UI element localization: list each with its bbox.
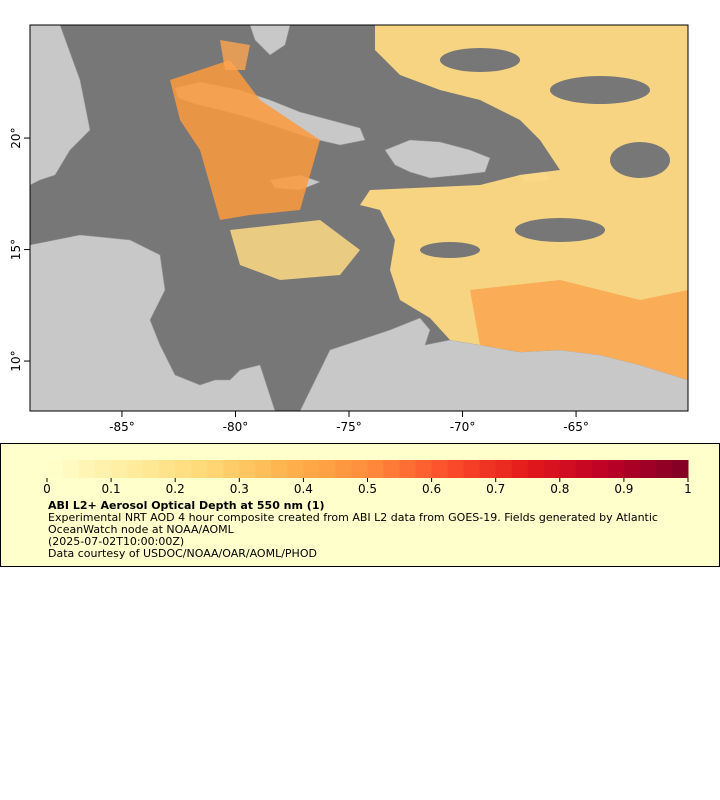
legend-title: ABI L2+ Aerosol Optical Depth at 550 nm … — [48, 499, 325, 512]
legend-text: ABI L2+ Aerosol Optical Depth at 550 nm … — [48, 500, 688, 560]
colorbar-cell — [63, 460, 80, 478]
colorbar-cell — [95, 460, 112, 478]
aerosol-field — [170, 25, 688, 380]
colorbar-cell — [303, 460, 320, 478]
colorbar-cell — [287, 460, 304, 478]
colorbar-cell — [383, 460, 401, 478]
colorbar-cell — [79, 460, 96, 478]
colorbar-cell — [367, 460, 385, 478]
colorbar-cell — [271, 460, 288, 478]
colorbar-cell — [495, 460, 513, 478]
colorbar-cell — [479, 460, 497, 478]
colorbar-cell — [159, 460, 176, 478]
colorbar-cell — [527, 460, 545, 478]
clear-gap — [550, 76, 650, 104]
y-tick-label: 15° — [9, 239, 23, 260]
axes: -85° -80° -75° -70° -65° 10° 15° 20° 0 0.1 0.2 0.3 0… — [9, 127, 692, 496]
clear-gap — [420, 242, 480, 258]
colorbar-cell — [575, 460, 593, 478]
colorbar-tick-label: 0.2 — [166, 482, 185, 496]
colorbar-cell — [655, 460, 673, 478]
clear-gap — [440, 48, 520, 72]
colorbar-cell — [191, 460, 208, 478]
colorbar-cell — [511, 460, 529, 478]
x-tick-label: -80° — [223, 420, 249, 434]
colorbar-tick-label: 0.9 — [614, 482, 633, 496]
colorbar-cell — [671, 460, 689, 478]
colorbar-tick-label: 0.7 — [486, 482, 505, 496]
colorbar-cell — [591, 460, 609, 478]
colorbar-tick-label: 0.3 — [230, 482, 249, 496]
colorbar-cell — [335, 460, 352, 478]
map-frame — [29, 24, 689, 412]
colorbar-cell — [319, 460, 336, 478]
colorbar-cell — [623, 460, 641, 478]
y-tick-label: 20° — [9, 127, 23, 148]
colorbar-cell — [639, 460, 657, 478]
colorbar-cell — [47, 460, 64, 478]
colorbar-cell — [143, 460, 160, 478]
colorbar-cell — [223, 460, 240, 478]
hispaniola — [384, 139, 491, 179]
colorbar-tick-label: 0.8 — [550, 482, 569, 496]
colorbar-tick-label: 1 — [684, 482, 692, 496]
colorbar-cell — [415, 460, 433, 478]
colorbar-cell — [127, 460, 144, 478]
aerosol-patch — [230, 220, 360, 280]
colorbar-cell — [463, 460, 481, 478]
aerosol-orange-cuba — [170, 60, 320, 220]
colorbar-tick-label: 0 — [43, 482, 51, 496]
aerosol-patch — [220, 40, 250, 70]
legend-time: (2025-07-02T10:00:00Z) — [48, 535, 185, 548]
colorbar-tick-label: 0.1 — [102, 482, 121, 496]
x-tick-label: -65° — [563, 420, 589, 434]
colorbar-cell — [239, 460, 256, 478]
colorbar-cell — [607, 460, 625, 478]
colorbar-cell — [399, 460, 417, 478]
colorbar-cell — [351, 460, 368, 478]
x-tick-label: -70° — [450, 420, 476, 434]
colorbar-tick-label: 0.4 — [294, 482, 313, 496]
x-tick-label: -75° — [336, 420, 362, 434]
colorbar-cell — [543, 460, 561, 478]
y-tick-label: 10° — [9, 350, 23, 371]
colorbar-tick-label: 0.6 — [422, 482, 441, 496]
clear-gap — [610, 142, 670, 178]
colorbar-cell — [111, 460, 128, 478]
legend-description: Experimental NRT AOD 4 hour composite cr… — [48, 511, 658, 536]
central-america — [30, 234, 276, 411]
colorbar-cell — [175, 460, 192, 478]
aerosol-yellow — [360, 25, 688, 380]
map-area — [30, 25, 688, 411]
clear-gap — [515, 218, 605, 242]
x-tick-label: -85° — [109, 420, 135, 434]
colorbar-cell — [431, 460, 449, 478]
colorbar-cell — [255, 460, 272, 478]
florida — [249, 25, 291, 56]
aerosol-orange-south — [470, 280, 688, 380]
colorbar-cell — [559, 460, 577, 478]
colorbar-cell — [447, 460, 465, 478]
legend-credit: Data courtesy of USDOC/NOAA/OAR/AOML/PHO… — [48, 547, 317, 560]
colorbar-cell — [207, 460, 224, 478]
colorbar-tick-label: 0.5 — [358, 482, 377, 496]
yucatan — [30, 25, 91, 186]
